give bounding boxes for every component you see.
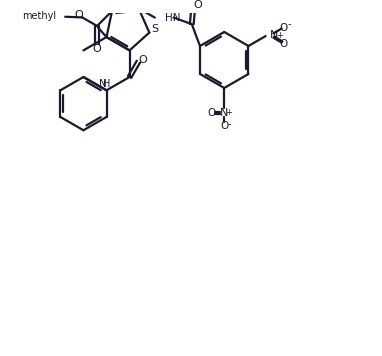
Text: O: O xyxy=(193,0,202,10)
Text: O: O xyxy=(75,10,84,20)
Text: O: O xyxy=(207,108,215,118)
Text: O: O xyxy=(139,55,147,65)
Text: +: + xyxy=(225,108,232,117)
Text: O: O xyxy=(279,38,288,48)
Text: N: N xyxy=(99,79,106,89)
Text: O: O xyxy=(220,121,228,131)
Text: -: - xyxy=(288,19,291,29)
Text: H: H xyxy=(103,79,110,89)
Text: methyl: methyl xyxy=(22,11,56,21)
Text: O: O xyxy=(279,22,288,32)
Text: N: N xyxy=(220,108,228,118)
Text: HN: HN xyxy=(165,12,181,22)
Text: -: - xyxy=(227,119,231,129)
Text: O: O xyxy=(93,44,102,54)
Text: S: S xyxy=(151,24,158,34)
Text: N: N xyxy=(270,30,278,40)
Text: +: + xyxy=(276,31,283,40)
